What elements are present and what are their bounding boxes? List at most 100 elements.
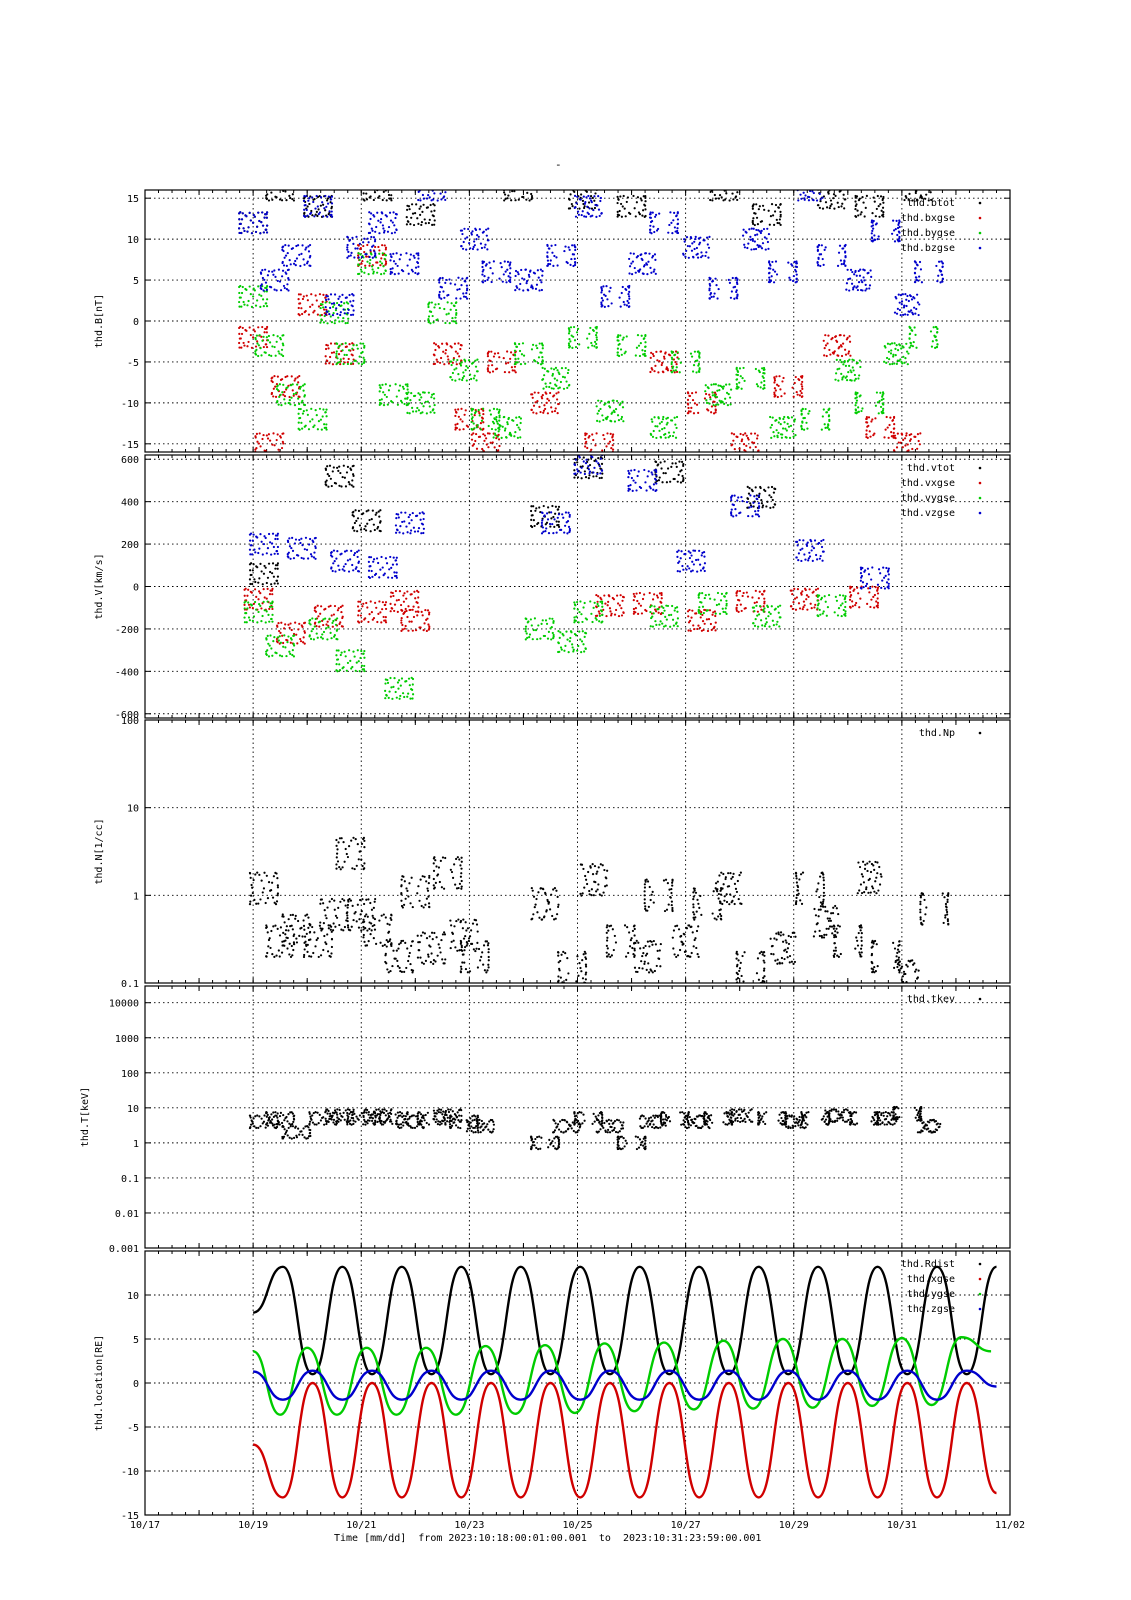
- data-point: [336, 466, 339, 469]
- data-point: [426, 206, 430, 209]
- data-point: [819, 199, 822, 203]
- data-point: [704, 392, 708, 396]
- data-point: [557, 505, 561, 508]
- data-point: [496, 422, 499, 425]
- data-point: [270, 377, 273, 380]
- data-point: [749, 238, 752, 241]
- data-point: [491, 370, 495, 373]
- data-point: [678, 460, 681, 463]
- data-point: [589, 187, 591, 189]
- data-point: [583, 470, 586, 473]
- data-point: [389, 253, 392, 256]
- data-point: [330, 215, 334, 218]
- data-point: [240, 305, 243, 308]
- data-point: [608, 406, 612, 409]
- data-point: [410, 620, 413, 623]
- data-point: [592, 438, 595, 442]
- data-point: [724, 397, 727, 400]
- data-point: [270, 392, 273, 396]
- data-point: [411, 688, 414, 691]
- data-point: [272, 639, 275, 643]
- data-point: [871, 585, 874, 588]
- data-point: [840, 205, 843, 208]
- data-point: [294, 391, 298, 395]
- data-point: [821, 257, 824, 261]
- data-point: [363, 527, 366, 531]
- data-point: [890, 349, 893, 352]
- data-point: [670, 221, 673, 224]
- data-point: [880, 398, 883, 402]
- data-point: [674, 462, 677, 465]
- data-point: [701, 613, 704, 617]
- data-point: [521, 342, 525, 345]
- data-point: [695, 246, 699, 250]
- data-point: [769, 426, 772, 429]
- data-point: [534, 629, 538, 632]
- data-point: [557, 391, 560, 394]
- data-point: [659, 435, 662, 439]
- data-point: [830, 338, 833, 341]
- data-point: [413, 256, 416, 259]
- data-point: [243, 607, 246, 610]
- data-point: [557, 402, 560, 406]
- data-point: [635, 346, 639, 349]
- data-point: [587, 201, 591, 204]
- data-point: [799, 389, 802, 393]
- data-point: [741, 234, 745, 237]
- data-point: [470, 420, 473, 424]
- data-point: [532, 505, 535, 508]
- data-point: [306, 214, 309, 217]
- legend-marker: [978, 216, 982, 220]
- data-point: [904, 357, 907, 360]
- data-point: [459, 229, 463, 232]
- data-point: [355, 235, 358, 238]
- data-point: [384, 260, 388, 263]
- data-point: [849, 594, 853, 597]
- data-point: [733, 183, 735, 185]
- data-point: [873, 432, 876, 435]
- data-point: [297, 407, 301, 411]
- data-point: [675, 363, 678, 366]
- data-point: [915, 346, 918, 349]
- data-point: [585, 440, 588, 443]
- data-point: [303, 208, 306, 211]
- data-point: [935, 339, 938, 342]
- data-point: [909, 326, 912, 329]
- data-point: [283, 178, 285, 180]
- data-point: [291, 193, 294, 196]
- data-point: [711, 613, 714, 616]
- data-point: [751, 207, 754, 210]
- data-point: [384, 178, 386, 180]
- data-point: [599, 609, 603, 612]
- data-point: [576, 327, 580, 330]
- data-point: [503, 193, 507, 196]
- data-point: [854, 377, 857, 380]
- data-point: [513, 353, 516, 356]
- data-point: [818, 206, 821, 209]
- data-point: [325, 310, 328, 313]
- data-point: [260, 272, 263, 275]
- data-point: [275, 340, 278, 343]
- data-point: [608, 607, 612, 610]
- data-point: [268, 439, 272, 442]
- data-point: [838, 244, 842, 247]
- data-point: [411, 683, 414, 686]
- data-point: [321, 619, 324, 622]
- data-point: [892, 355, 895, 358]
- data-point: [322, 321, 325, 324]
- data-point: [542, 634, 545, 638]
- data-point: [541, 393, 544, 397]
- data-point: [755, 216, 759, 219]
- data-point: [523, 278, 526, 281]
- data-point: [637, 602, 641, 605]
- data-point: [295, 244, 298, 248]
- data-point: [695, 371, 698, 374]
- data-point: [307, 199, 310, 202]
- data-point: [438, 361, 442, 364]
- data-point: [754, 212, 757, 215]
- data-point: [464, 237, 467, 240]
- data-point: [261, 339, 264, 342]
- data-point: [716, 389, 719, 392]
- data-point: [267, 187, 269, 189]
- data-point: [489, 266, 492, 270]
